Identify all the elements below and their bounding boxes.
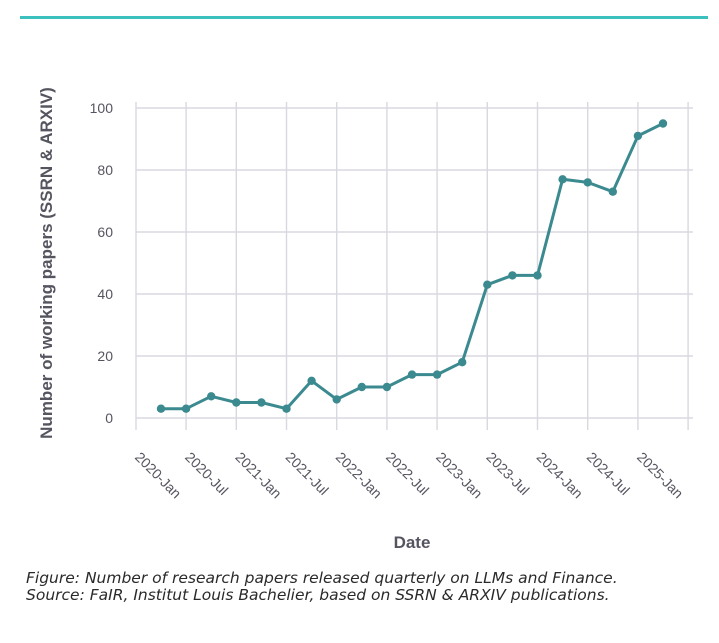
y-tick-label: 20: [97, 348, 113, 364]
y-tick-label: 0: [105, 410, 113, 426]
data-point: [608, 187, 617, 196]
data-point: [407, 370, 417, 379]
data-point: [181, 404, 191, 413]
data-point: [633, 131, 643, 141]
y-tick-label: 40: [97, 286, 113, 302]
data-point: [307, 376, 316, 385]
data-point: [232, 398, 241, 407]
x-tick-label: 2022-Jan: [333, 449, 386, 502]
x-tick-label: 2021-Jan: [232, 449, 285, 502]
data-point: [533, 271, 542, 280]
x-tick-label: 2023-Jan: [433, 449, 486, 502]
data-point: [156, 404, 166, 413]
data-point: [458, 358, 467, 367]
data-point: [332, 395, 341, 404]
data-point: [282, 404, 291, 413]
caption-line-2: Source: FaIR, Institut Louis Bachelier, …: [26, 586, 610, 604]
data-point: [483, 280, 492, 289]
caption-line-1: Figure: Number of research papers releas…: [26, 569, 618, 587]
data-point: [558, 175, 567, 184]
top-accent-rule: [20, 16, 708, 19]
data-point: [257, 398, 266, 407]
x-tick-label: 2025-Jan: [634, 449, 687, 502]
x-tick-label: 2021-Jul: [283, 449, 332, 498]
y-tick-label: 60: [97, 224, 113, 240]
data-point: [508, 271, 517, 280]
x-tick-label: 2022-Jul: [383, 449, 432, 498]
data-point: [432, 370, 442, 379]
data-point: [207, 392, 216, 401]
data-point: [382, 382, 392, 392]
x-tick-label: 2020-Jul: [182, 449, 231, 498]
x-axis-title: Date: [394, 533, 431, 552]
x-tick-label: 2024-Jul: [584, 449, 633, 498]
y-tick-label: 80: [97, 162, 113, 178]
x-tick-label: 2024-Jan: [534, 449, 587, 502]
data-point: [357, 382, 366, 392]
y-axis-title: Number of working papers (SSRN & ARXIV): [37, 87, 56, 439]
data-point: [658, 119, 668, 128]
x-tick-label: 2020-Jan: [132, 449, 185, 502]
x-tick-label: 2023-Jul: [483, 449, 532, 498]
y-tick-label: 100: [90, 100, 114, 116]
figure-caption: Figure: Number of research papers releas…: [26, 570, 716, 604]
data-point: [583, 178, 592, 187]
